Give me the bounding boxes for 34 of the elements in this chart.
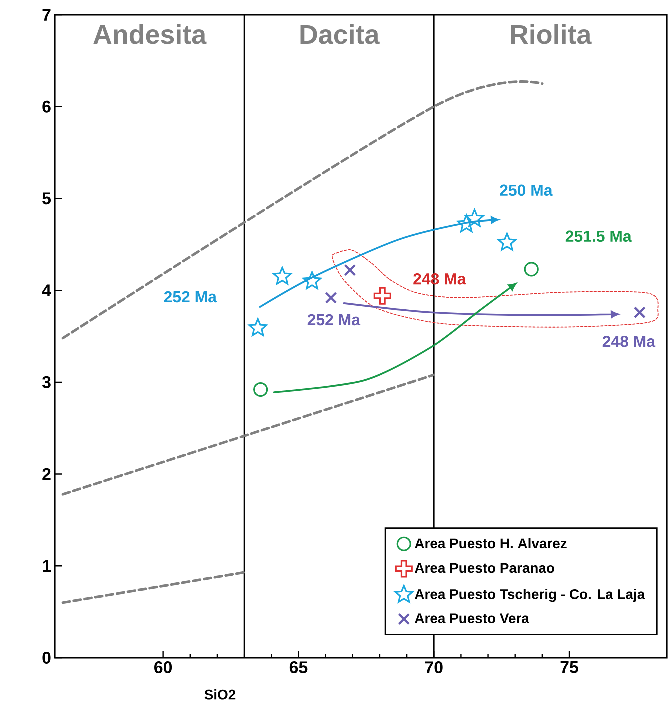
y-tick-label: 0 <box>42 652 51 664</box>
y-tick-label: 3 <box>42 376 51 388</box>
x-axis-title: SiO2 <box>204 690 236 700</box>
point <box>325 292 338 304</box>
y-tick-label: 2 <box>42 468 51 480</box>
annotation: 250 Ma <box>500 184 553 196</box>
annotation: 252 Ma <box>164 291 218 303</box>
legend-label: Area Puesto Vera <box>415 614 530 624</box>
point <box>248 318 268 336</box>
annotation: Riolita <box>511 24 592 44</box>
legend-label: Area Puesto H. Alvarez <box>415 538 567 549</box>
point <box>498 233 517 251</box>
annotation: 248 Ma <box>602 336 656 348</box>
point <box>374 287 392 305</box>
point <box>273 266 292 285</box>
annotation: 252 Ma <box>308 314 361 326</box>
point <box>344 264 356 276</box>
x-tick-label: 60 <box>154 662 172 674</box>
point <box>524 262 539 277</box>
annotation: 251.5 Ma <box>566 230 632 242</box>
x-tick-label: 65 <box>290 662 308 674</box>
legend-label: Area Puesto Paranao <box>415 563 554 574</box>
x-tick-label: 75 <box>560 662 578 674</box>
point <box>254 382 268 398</box>
y-tick-label: 5 <box>42 192 52 205</box>
annotation: Dacita <box>300 24 380 44</box>
annotation: Andesita <box>94 24 207 44</box>
y-tick-label: 1 <box>43 560 52 572</box>
y-tick-label: 7 <box>42 9 51 21</box>
point <box>634 306 646 319</box>
y-tick-label: 4 <box>42 284 52 296</box>
y-tick-label: 6 <box>42 100 51 113</box>
legend-label: Area Puesto Tscherig - Co. La Laja <box>415 589 646 602</box>
x-tick-label: 70 <box>425 662 443 674</box>
